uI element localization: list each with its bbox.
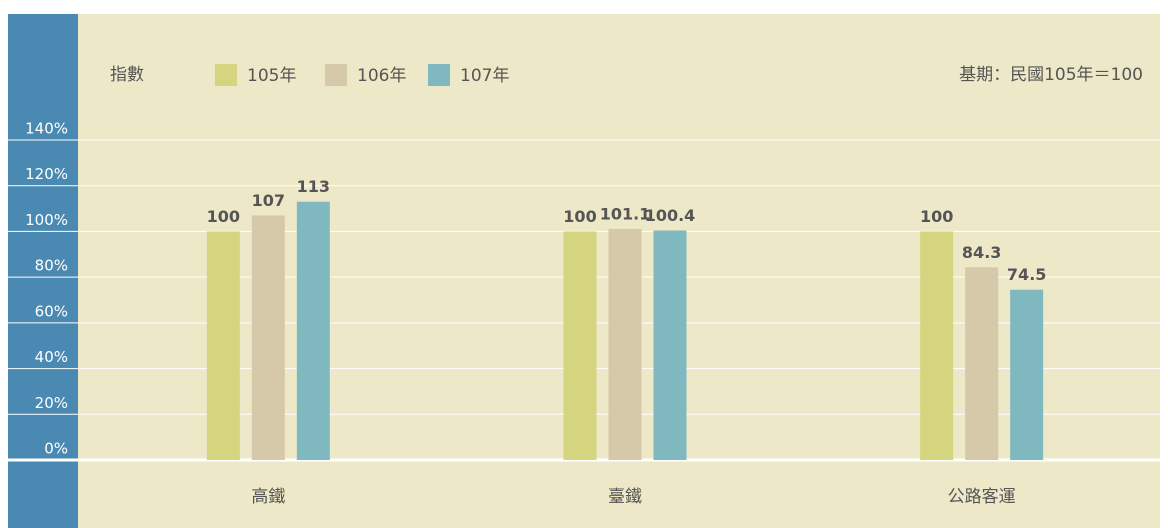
bar: [1010, 289, 1044, 460]
data-label: 100.4: [645, 206, 696, 225]
x-tick-label: 公路客運: [948, 487, 1016, 507]
y-tick-label: 40%: [35, 348, 68, 366]
x-tick-label: 臺鐵: [608, 487, 642, 507]
legend-swatch: [428, 64, 450, 86]
y-tick-label: 100%: [25, 211, 68, 229]
bar: [920, 231, 954, 460]
y-tick-label: 140%: [25, 120, 68, 138]
y-tick-label: 80%: [35, 257, 68, 275]
bar: [251, 215, 285, 460]
bar: [608, 228, 642, 460]
bar: [965, 267, 999, 460]
legend-label: 106年: [357, 66, 406, 86]
bar: [206, 231, 240, 460]
bar: [653, 230, 687, 460]
legend-swatch: [325, 64, 347, 86]
y-tick-label: 0%: [44, 440, 68, 458]
data-label: 84.3: [962, 243, 1001, 262]
note: 基期：民國105年＝100: [959, 65, 1143, 85]
bar: [296, 201, 330, 460]
data-label: 100: [207, 207, 240, 226]
axis-strip: [8, 14, 78, 528]
bar: [563, 231, 597, 460]
y-axis-label: 指數: [110, 65, 144, 85]
data-label: 100: [920, 207, 953, 226]
legend-label: 107年: [460, 66, 509, 86]
y-tick-label: 120%: [25, 165, 68, 183]
data-label: 107: [252, 191, 285, 210]
legend-swatch: [215, 64, 237, 86]
data-label: 101.1: [600, 204, 651, 223]
y-tick-label: 60%: [35, 302, 68, 320]
x-tick-label: 高鐵: [251, 487, 285, 507]
data-label: 100: [563, 207, 596, 226]
legend-label: 105年: [247, 66, 296, 86]
data-label: 113: [297, 177, 330, 196]
y-tick-label: 20%: [35, 394, 68, 412]
data-label: 74.5: [1007, 265, 1046, 284]
